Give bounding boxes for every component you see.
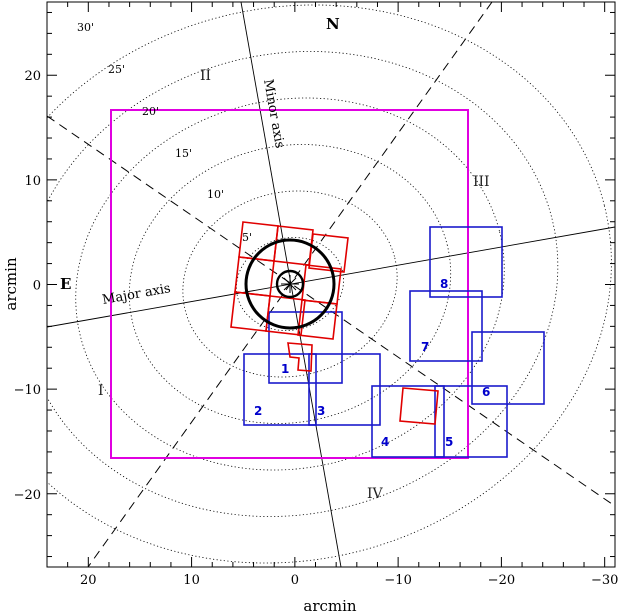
- ring-label-30: 30': [77, 21, 94, 34]
- field-label-6: 6: [482, 385, 490, 399]
- x-tick-label: 20: [80, 573, 97, 588]
- ring-label-10: 10': [207, 188, 224, 201]
- outer-galaxy-circle: [244, 238, 336, 330]
- field-label-4: 4: [381, 435, 389, 449]
- ring-5: [236, 237, 344, 331]
- field-7-box: [409, 290, 483, 362]
- ring-15: [128, 144, 452, 424]
- east-label: E: [60, 275, 71, 293]
- x-tick-label: −10: [384, 573, 411, 588]
- north-label: N: [326, 15, 340, 33]
- field-label-1: 1: [281, 362, 289, 376]
- chip-small: [287, 342, 313, 372]
- outer-survey-box: [110, 109, 469, 459]
- field-4-box: [371, 385, 445, 458]
- inner-galaxy-circle: [275, 269, 305, 299]
- chip: [308, 233, 349, 273]
- ring-label-25: 25': [108, 63, 125, 76]
- x-tick-label: −20: [488, 573, 515, 588]
- minor-axis-label: Minor axis: [260, 78, 287, 149]
- field-label-3: 3: [317, 404, 325, 418]
- x-axis-title: arcmin: [303, 597, 357, 615]
- quadrant-label-i: I: [98, 383, 104, 399]
- x-tick-label: −30: [591, 573, 618, 588]
- y-axis-title: arcmin: [2, 257, 20, 311]
- field-6-box: [471, 331, 545, 405]
- y-tick-label: −20: [14, 488, 41, 503]
- chip: [273, 225, 314, 266]
- quadrant-label-ii: II: [200, 68, 211, 84]
- ring-label-5: 5': [242, 231, 252, 244]
- ring-20: [75, 97, 505, 471]
- chip: [297, 299, 338, 340]
- y-tick-label: 10: [24, 174, 41, 189]
- field-3-box: [308, 353, 381, 426]
- x-tick-label: 0: [291, 573, 299, 588]
- ring-10: [182, 190, 398, 378]
- ring-25: [47, 51, 559, 517]
- field-8-box: [429, 226, 503, 298]
- field-label-2: 2: [254, 404, 262, 418]
- ring-label-20: 20': [142, 105, 159, 118]
- y-tick-label: −10: [14, 383, 41, 398]
- major-axis-line: [47, 226, 615, 328]
- center-star-marker: [281, 275, 299, 293]
- quadrant-label-iii: III: [473, 174, 490, 190]
- red-chip-mosaic: [230, 221, 439, 425]
- chip: [230, 291, 271, 332]
- x-tick-label: 10: [183, 573, 200, 588]
- field-2-box: [243, 353, 317, 426]
- field-label-8: 8: [440, 277, 448, 291]
- quadrant-dividers: [47, 2, 613, 567]
- chip-field-4: [399, 387, 439, 425]
- blue-fields: [243, 226, 545, 458]
- plot-frame: [46, 1, 616, 568]
- quadrant-label-iv: IV: [367, 486, 384, 502]
- field-label-7: 7: [421, 340, 429, 354]
- field-1-box: [268, 311, 343, 384]
- ring-label-15: 15': [175, 147, 192, 160]
- y-tick-label: 20: [24, 69, 41, 84]
- y-tick-label: 0: [33, 279, 41, 294]
- field-label-5: 5: [445, 435, 453, 449]
- dashed-line-nw-se: [47, 115, 613, 505]
